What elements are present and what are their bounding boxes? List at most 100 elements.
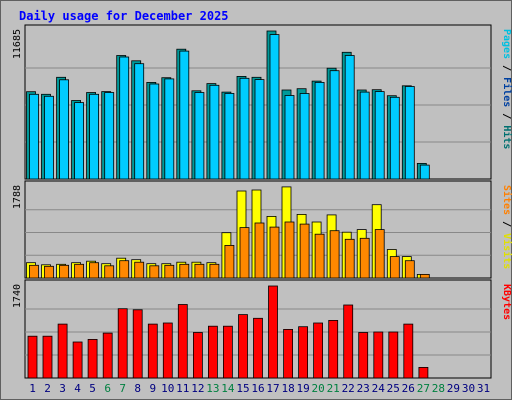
bar-files-day-5 (89, 93, 99, 180)
axis-label-hits: Hits (501, 125, 512, 149)
bar-files-day-25 (389, 96, 400, 180)
bar-sites-day-24 (374, 229, 385, 279)
bar-kbytes-day-22 (343, 304, 354, 379)
x-tick-label-31: 31 (477, 382, 490, 395)
bar-sites-day-25 (389, 256, 400, 279)
axis-label-separator: / (501, 215, 512, 233)
bar-files-day-9 (149, 83, 160, 180)
axis-label-kbytes: KBytes (501, 284, 512, 320)
x-tick-label-20: 20 (311, 382, 324, 395)
bar-sites-day-14 (224, 244, 235, 279)
axis-label-pages: Pages (501, 29, 512, 59)
x-tick-label-26: 26 (402, 382, 415, 395)
x-tick-label-27: 27 (417, 382, 430, 395)
x-tick-label-16: 16 (251, 382, 264, 395)
bar-sites-day-5 (89, 262, 99, 279)
x-tick-label-29: 29 (447, 382, 460, 395)
axis-label-visits: Visits (501, 233, 512, 269)
bar-files-day-18 (284, 95, 295, 180)
bar-files-day-13 (209, 84, 220, 180)
bar-sites-day-2 (44, 265, 54, 279)
panel-axis-label: KBytes (501, 284, 512, 320)
bar-sites-day-18 (284, 221, 295, 279)
bar-sites-day-13 (209, 263, 220, 279)
bar-kbytes-day-12 (192, 332, 203, 379)
bar-kbytes-day-2 (42, 335, 53, 379)
bar-kbytes-day-21 (328, 319, 339, 379)
bar-files-day-1 (29, 93, 39, 180)
x-tick-label-4: 4 (74, 382, 81, 395)
bar-sites-day-16 (254, 222, 265, 279)
bar-files-day-14 (224, 93, 235, 180)
panel-max-label: 1788 (12, 185, 23, 209)
bar-kbytes-day-7 (117, 308, 128, 379)
axis-label-separator: / (501, 107, 512, 125)
bar-sites-day-1 (29, 264, 39, 279)
bar-sites-day-15 (239, 227, 250, 279)
x-tick-label-12: 12 (191, 382, 204, 395)
panel-max-label: 1740 (12, 284, 23, 308)
bar-kbytes-day-25 (388, 331, 399, 379)
bar-kbytes-day-27 (418, 366, 429, 379)
bar-sites-day-17 (269, 226, 280, 279)
bar-files-day-2 (44, 95, 54, 180)
x-tick-label-21: 21 (327, 382, 340, 395)
bar-sites-day-23 (359, 237, 370, 279)
chart-panels: 11685 Pages / Files / Hits 1788 Sites / Vis… (12, 24, 512, 379)
bar-kbytes-day-1 (27, 335, 38, 379)
bar-files-day-4 (74, 102, 84, 180)
bar-files-day-11 (179, 50, 190, 180)
bar-files-day-6 (104, 92, 115, 180)
x-tick-label-3: 3 (59, 382, 66, 395)
bar-kbytes-day-19 (298, 326, 309, 379)
bar-sites-day-21 (329, 230, 340, 279)
panel-sites-visits: 1788 Sites / Visits (12, 180, 512, 279)
bar-kbytes-day-26 (403, 323, 414, 379)
bar-files-day-3 (59, 79, 69, 180)
bar-files-day-20 (314, 82, 325, 180)
bar-sites-day-4 (74, 263, 84, 279)
bar-files-day-10 (164, 78, 175, 180)
x-tick-label-13: 13 (206, 382, 219, 395)
bar-sites-day-19 (299, 223, 310, 279)
panel-kbytes: 1740 KBytes (12, 279, 512, 379)
x-tick-label-28: 28 (432, 382, 445, 395)
bar-kbytes-day-17 (268, 285, 278, 379)
panel-axis-label: Sites / Visits (501, 185, 512, 269)
bar-files-day-16 (254, 79, 265, 180)
bar-kbytes-day-11 (177, 304, 188, 379)
x-tick-label-19: 19 (296, 382, 309, 395)
chart-title: Daily usage for December 2025 (19, 9, 229, 23)
bar-kbytes-day-4 (72, 341, 83, 379)
bar-files-day-22 (344, 55, 355, 180)
bar-sites-day-12 (194, 263, 205, 279)
bar-kbytes-day-13 (207, 325, 218, 379)
x-tick-label-23: 23 (357, 382, 370, 395)
bar-files-day-7 (119, 56, 130, 180)
bar-sites-day-26 (404, 260, 415, 279)
bar-files-day-23 (359, 91, 370, 180)
x-tick-label-9: 9 (149, 382, 156, 395)
axis-label-separator: / (501, 59, 512, 77)
x-tick-label-6: 6 (104, 382, 111, 395)
bar-kbytes-day-3 (57, 323, 68, 379)
bar-files-day-15 (239, 77, 250, 180)
bar-kbytes-day-20 (313, 322, 324, 379)
x-axis: 1 2 3 4 5 6 7 8 9 10 11 12 13 14 15 16 17 18 19 20 21 22 23 24 2… (29, 382, 490, 395)
bar-kbytes-day-23 (358, 332, 369, 379)
panel-axis-label: Pages / Files / Hits (501, 29, 512, 149)
bar-sites-day-6 (104, 265, 115, 279)
bar-files-day-17 (269, 34, 280, 180)
bar-kbytes-day-14 (222, 325, 233, 379)
axis-label-files: Files (501, 77, 512, 107)
x-tick-label-22: 22 (342, 382, 355, 395)
bar-files-day-24 (374, 91, 385, 180)
x-tick-label-18: 18 (281, 382, 294, 395)
bar-kbytes-day-9 (147, 323, 158, 379)
bar-files-day-27 (419, 164, 430, 180)
bar-sites-day-8 (134, 261, 145, 279)
panel-pages-files-hits: 11685 Pages / Files / Hits (12, 24, 512, 180)
x-tick-label-30: 30 (462, 382, 475, 395)
x-tick-label-15: 15 (236, 382, 249, 395)
